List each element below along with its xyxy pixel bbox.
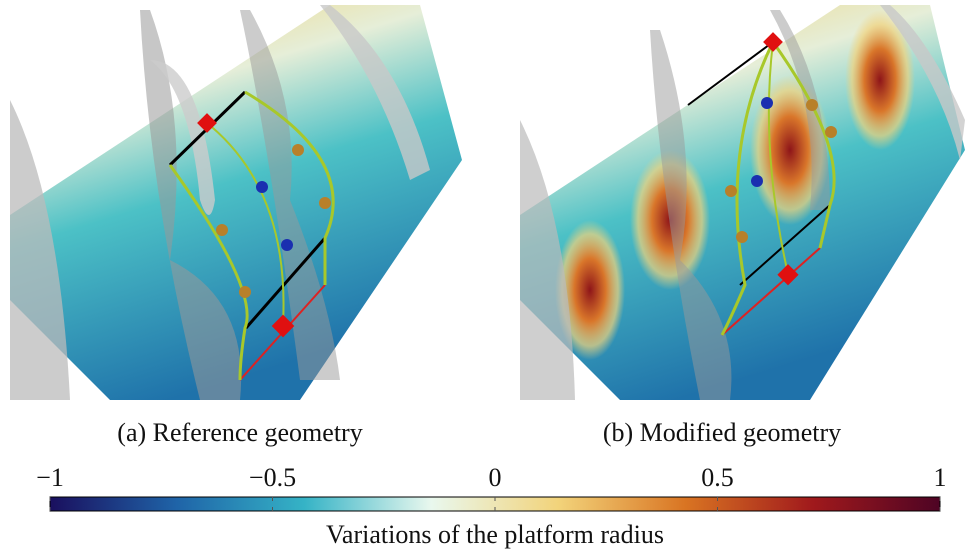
colorbar-label: Variations of the platform radius <box>326 520 664 549</box>
render-reference <box>10 5 462 400</box>
colorbar-tick-label: −1 <box>36 463 64 492</box>
colorbar-tick-label: 0 <box>489 463 502 492</box>
render-modified <box>520 5 965 400</box>
colorbar-tick-label: 1 <box>934 463 947 492</box>
colorbar-tick-label: −0.5 <box>249 463 296 492</box>
colorbar-tick-label: 0.5 <box>701 463 734 492</box>
caption: (b) Modified geometry <box>603 418 841 447</box>
caption: (a) Reference geometry <box>117 418 362 447</box>
